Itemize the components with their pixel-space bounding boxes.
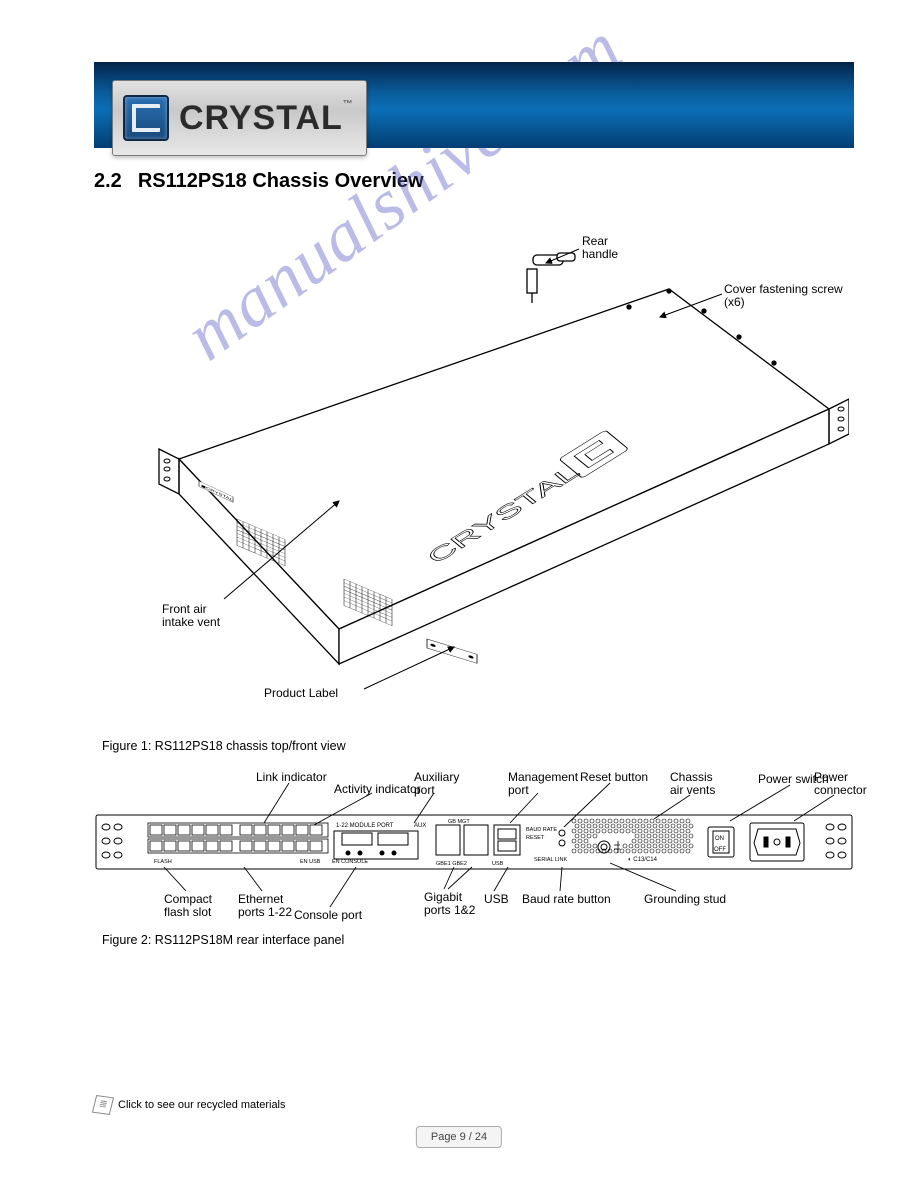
page-indicator[interactable]: Page 9 / 24 <box>416 1126 502 1148</box>
fig2-arrows <box>94 769 854 929</box>
section-number: 2.2 <box>94 170 122 193</box>
document-icon: ≣ <box>92 1095 114 1115</box>
brand-name: CRYSTAL™ <box>179 99 354 138</box>
fig1-arrows <box>94 199 854 739</box>
brand-name-text: CRYSTAL <box>179 99 343 137</box>
figure-1-caption: Figure 1: RS112PS18 chassis top/front vi… <box>102 739 858 753</box>
page: manualshive.com CRYSTAL™ 2.2 RS112PS18 C… <box>0 0 918 1188</box>
recycling-notice[interactable]: ≣ Click to see our recycled materials <box>94 1096 286 1114</box>
header-banner: CRYSTAL™ <box>94 62 854 148</box>
section-title: RS112PS18 Chassis Overview <box>138 170 424 193</box>
figure-1: CRYSTAL <box>94 199 854 739</box>
spacer <box>94 753 858 765</box>
figure-2-caption: Figure 2: RS112PS18M rear interface pane… <box>102 933 858 947</box>
figure-2: 1-22 MODULE PORT FLASH EN CONSOLE EN USB… <box>94 769 854 929</box>
brand-tm: ™ <box>343 99 354 110</box>
section-heading: 2.2 RS112PS18 Chassis Overview <box>94 170 858 193</box>
brand-mark-icon <box>123 95 169 141</box>
brand-logo-badge: CRYSTAL™ <box>112 80 367 156</box>
recycling-notice-text: Click to see our recycled materials <box>118 1099 286 1111</box>
